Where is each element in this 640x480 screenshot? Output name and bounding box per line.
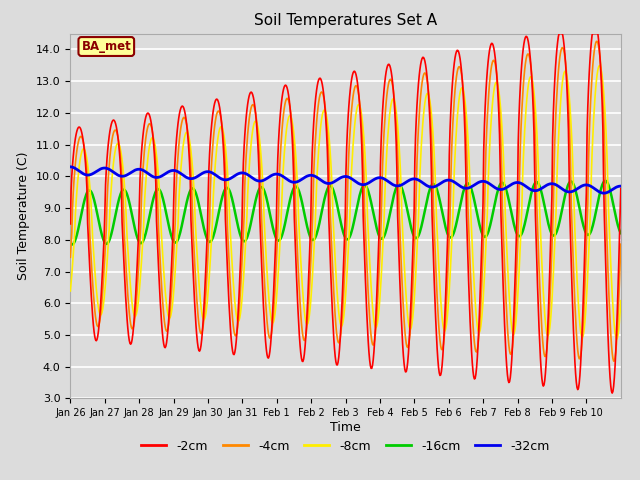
Title: Soil Temperatures Set A: Soil Temperatures Set A	[254, 13, 437, 28]
X-axis label: Time: Time	[330, 421, 361, 434]
Y-axis label: Soil Temperature (C): Soil Temperature (C)	[17, 152, 30, 280]
Legend: -2cm, -4cm, -8cm, -16cm, -32cm: -2cm, -4cm, -8cm, -16cm, -32cm	[136, 435, 555, 458]
Text: BA_met: BA_met	[81, 40, 131, 53]
